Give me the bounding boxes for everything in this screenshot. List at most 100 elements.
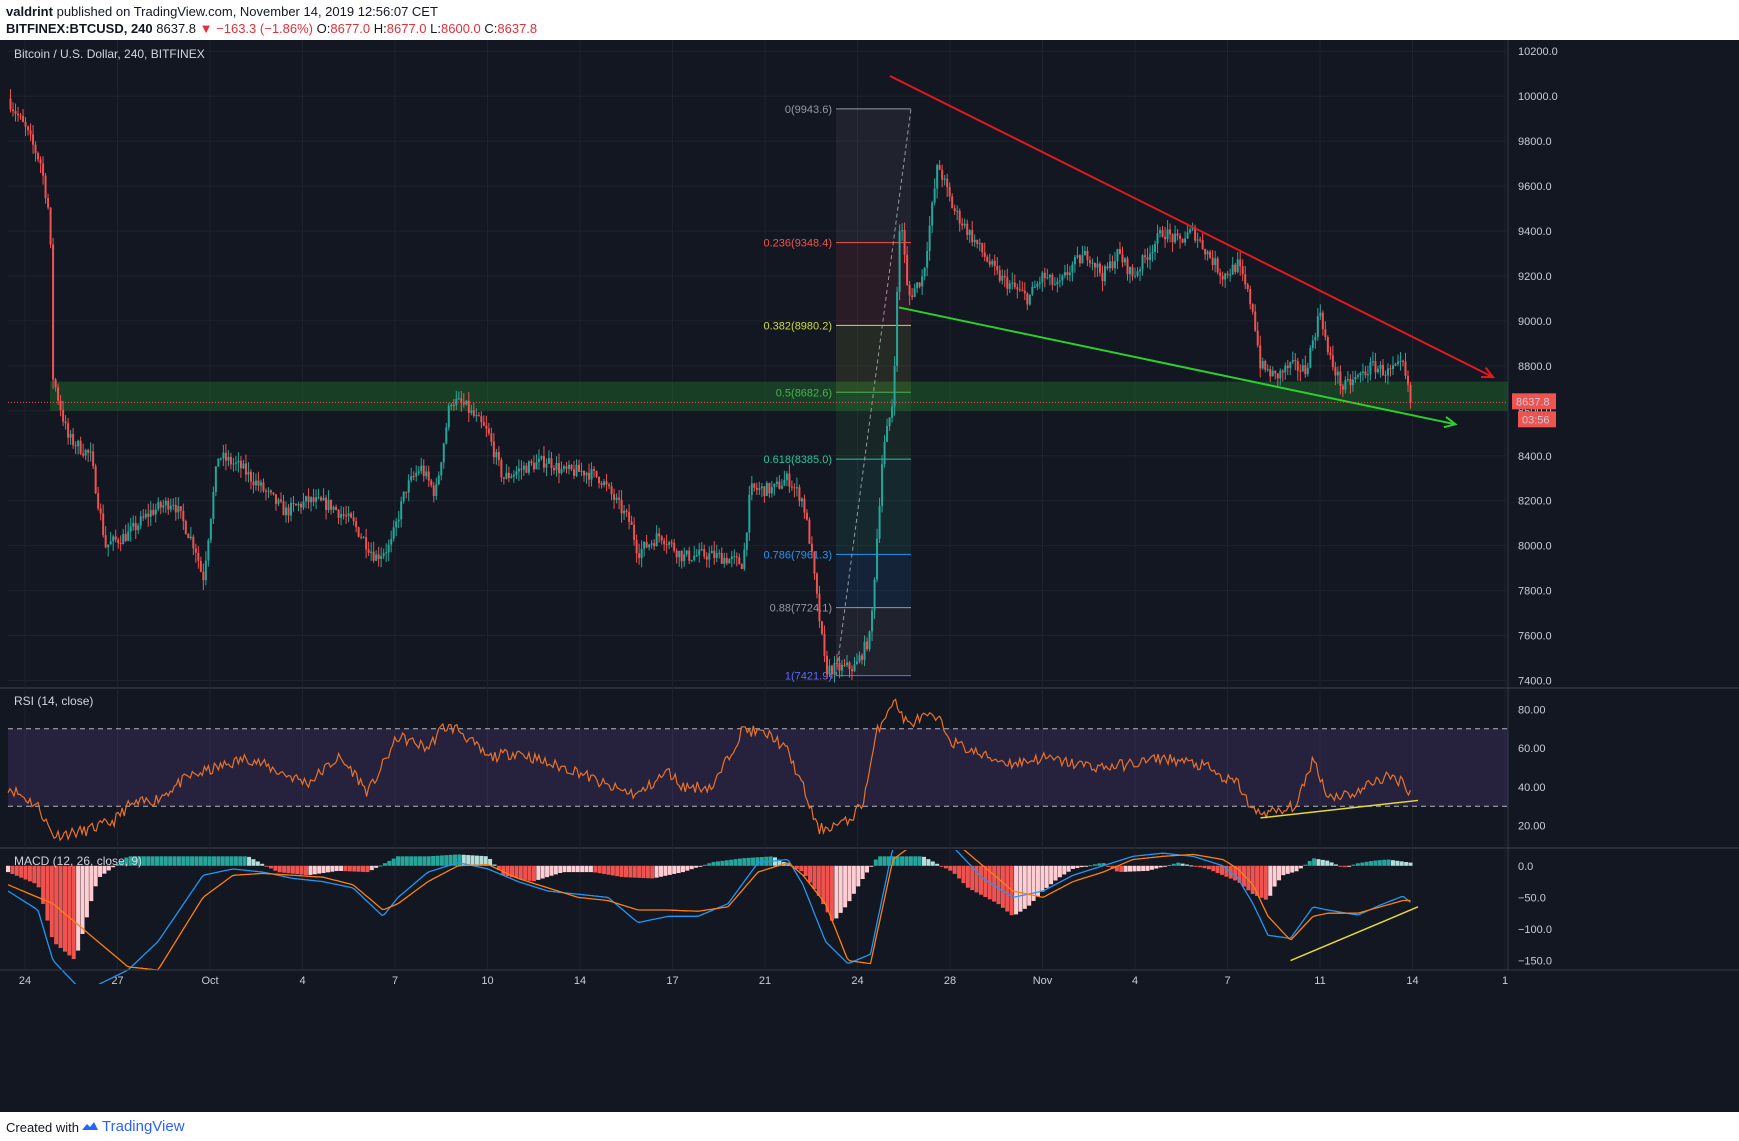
candle-body[interactable] xyxy=(127,531,130,541)
candle-body[interactable] xyxy=(565,466,568,469)
candle-body[interactable] xyxy=(109,541,112,545)
candle-body[interactable] xyxy=(1301,365,1304,372)
candle-body[interactable] xyxy=(931,202,934,226)
candle-body[interactable] xyxy=(1021,289,1024,291)
candle-body[interactable] xyxy=(332,506,335,510)
candle-body[interactable] xyxy=(871,610,874,632)
candle-body[interactable] xyxy=(986,256,989,262)
candle-body[interactable] xyxy=(956,210,959,212)
candle-body[interactable] xyxy=(690,560,693,562)
candle-body[interactable] xyxy=(1151,252,1154,254)
candle-body[interactable] xyxy=(1266,369,1269,371)
candle-body[interactable] xyxy=(562,466,565,469)
candle-body[interactable] xyxy=(197,552,200,561)
candle-body[interactable] xyxy=(42,163,45,176)
candle-body[interactable] xyxy=(1334,366,1337,376)
candle-body[interactable] xyxy=(588,472,591,480)
candle-body[interactable] xyxy=(77,440,80,447)
candle-body[interactable] xyxy=(1316,316,1319,337)
candle-body[interactable] xyxy=(1409,384,1412,403)
candle-body[interactable] xyxy=(174,504,177,513)
candle-body[interactable] xyxy=(1231,264,1234,275)
candle-body[interactable] xyxy=(395,521,398,528)
candle-body[interactable] xyxy=(898,231,901,292)
candle-body[interactable] xyxy=(122,533,125,545)
candle-body[interactable] xyxy=(1101,272,1104,282)
candle-body[interactable] xyxy=(1229,274,1232,276)
candle-body[interactable] xyxy=(390,538,393,545)
candle-body[interactable] xyxy=(400,501,403,520)
candle-body[interactable] xyxy=(142,516,145,518)
candle-body[interactable] xyxy=(1071,264,1074,273)
candle-body[interactable] xyxy=(768,482,771,494)
candle-body[interactable] xyxy=(104,535,107,548)
candle-body[interactable] xyxy=(873,579,876,611)
candle-body[interactable] xyxy=(815,573,818,594)
candle-body[interactable] xyxy=(515,471,518,475)
candle-body[interactable] xyxy=(52,244,55,380)
candle-body[interactable] xyxy=(1033,286,1036,288)
candle-body[interactable] xyxy=(1201,240,1204,249)
candle-body[interactable] xyxy=(901,230,904,232)
chart-area[interactable]: 24 27 Oct 4 7 10 14 17 21 24 28 Nov 4 7 11 14 1 10200.0 10… xyxy=(0,40,1739,1112)
candle-body[interactable] xyxy=(958,210,961,224)
candle-body[interactable] xyxy=(650,543,653,545)
candle-body[interactable] xyxy=(838,662,841,671)
candle-body[interactable] xyxy=(1161,230,1164,237)
candle-body[interactable] xyxy=(810,543,813,552)
candle-body[interactable] xyxy=(578,464,581,472)
candle-body[interactable] xyxy=(755,487,758,490)
candle-body[interactable] xyxy=(1236,259,1239,273)
candle-body[interactable] xyxy=(610,486,613,495)
candle-body[interactable] xyxy=(1046,277,1049,279)
candle-body[interactable] xyxy=(290,503,293,516)
candle-body[interactable] xyxy=(162,505,165,508)
candle-body[interactable] xyxy=(147,513,150,517)
candle-body[interactable] xyxy=(24,121,27,127)
candle-body[interactable] xyxy=(1028,294,1031,305)
candle-body[interactable] xyxy=(858,655,861,662)
candle-body[interactable] xyxy=(302,501,305,508)
candle-body[interactable] xyxy=(893,365,896,407)
candle-body[interactable] xyxy=(1389,368,1392,370)
candle-body[interactable] xyxy=(921,276,924,287)
candle-body[interactable] xyxy=(628,512,631,522)
candle-body[interactable] xyxy=(1146,257,1149,260)
candle-body[interactable] xyxy=(710,550,713,554)
candle-body[interactable] xyxy=(530,461,533,463)
candle-body[interactable] xyxy=(284,507,287,516)
candle-body[interactable] xyxy=(848,662,851,670)
candle-body[interactable] xyxy=(933,188,936,203)
candle-body[interactable] xyxy=(953,208,956,212)
candle-body[interactable] xyxy=(648,544,651,548)
candle-body[interactable] xyxy=(660,536,663,541)
candle-body[interactable] xyxy=(482,422,485,426)
candle-body[interactable] xyxy=(906,254,909,285)
candle-body[interactable] xyxy=(345,515,348,517)
candle-body[interactable] xyxy=(457,398,460,400)
candle-body[interactable] xyxy=(112,536,115,542)
candle-body[interactable] xyxy=(863,641,866,660)
candle-body[interactable] xyxy=(422,465,425,477)
candle-body[interactable] xyxy=(723,557,726,564)
candle-body[interactable] xyxy=(1319,312,1322,317)
candle-body[interactable] xyxy=(282,501,285,516)
candle-body[interactable] xyxy=(492,441,495,458)
candle-body[interactable] xyxy=(370,551,373,553)
candle-body[interactable] xyxy=(1196,239,1199,241)
candle-body[interactable] xyxy=(385,552,388,554)
candle-body[interactable] xyxy=(645,541,648,548)
candle-body[interactable] xyxy=(114,536,117,540)
candle-body[interactable] xyxy=(295,504,298,506)
candle-body[interactable] xyxy=(505,472,508,479)
candle-body[interactable] xyxy=(891,406,894,418)
candle-body[interactable] xyxy=(17,113,20,116)
candle-body[interactable] xyxy=(908,284,911,296)
candle-body[interactable] xyxy=(470,410,473,413)
candle-body[interactable] xyxy=(1068,272,1071,276)
candle-body[interactable] xyxy=(715,553,718,559)
candle-body[interactable] xyxy=(700,549,703,551)
candle-body[interactable] xyxy=(310,497,313,503)
candle-body[interactable] xyxy=(44,175,47,199)
candle-body[interactable] xyxy=(184,520,187,534)
